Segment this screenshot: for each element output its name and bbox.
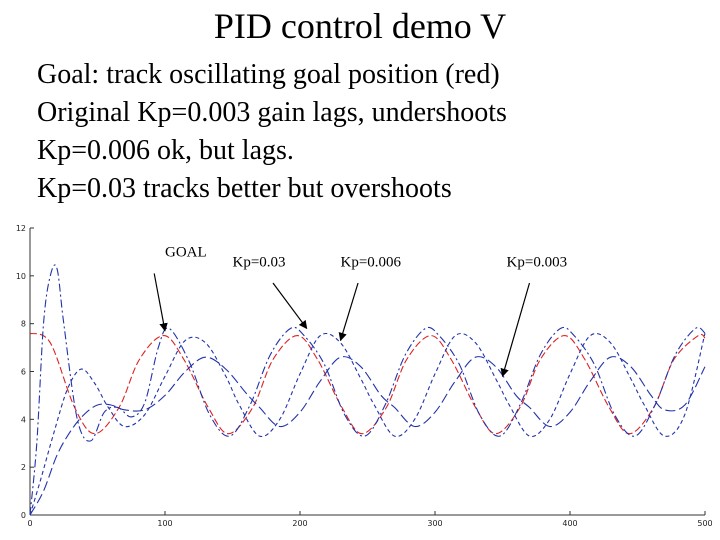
annotation-label-kp-0-003: Kp=0.003 — [507, 254, 568, 270]
annotation-arrow-kp-0-006 — [338, 282, 359, 342]
y-tick-label: 8 — [21, 320, 26, 329]
annotation-arrow-kp-0-03 — [272, 282, 308, 330]
y-tick-label: 12 — [16, 224, 26, 233]
bullet-list: Goal: track oscillating goal position (r… — [37, 56, 507, 208]
x-tick-label: 200 — [292, 519, 307, 528]
x-tick-label: 400 — [562, 519, 577, 528]
slide-title: PID control demo V — [213, 6, 507, 46]
y-tick-label: 4 — [21, 415, 26, 424]
bullet-goal: Goal: track oscillating goal position (r… — [37, 59, 500, 90]
x-tick-label: 0 — [27, 519, 32, 528]
series-kp-0-003-line — [29, 356, 706, 516]
annotation-arrow-kp-0-003 — [500, 282, 531, 378]
annotation-label-goal: GOAL — [165, 245, 207, 261]
series-kp-0-03-line — [29, 264, 706, 516]
x-tick-label: 100 — [157, 519, 172, 528]
series-goal-line — [29, 332, 706, 435]
x-tick-label: 500 — [697, 519, 712, 528]
bullet-kp-0006: Kp=0.006 ok, but lags. — [37, 135, 294, 166]
y-tick-label: 6 — [21, 368, 26, 377]
y-tick-label: 2 — [21, 463, 26, 472]
y-tick-label: 10 — [16, 272, 26, 281]
pid-response-chart: 0 100 200 300 400 500 0 2 4 6 8 10 12 GOAL Kp=0.03 Kp=… — [16, 224, 713, 528]
annotation-arrow-goal — [153, 273, 168, 332]
y-tick-label: 0 — [21, 511, 26, 520]
bullet-original-gain: Original Kp=0.003 gain lags, undershoots — [37, 97, 507, 128]
bullet-kp-003: Kp=0.03 tracks better but overshoots — [37, 173, 452, 204]
annotation-label-kp-0-03: Kp=0.03 — [233, 254, 286, 270]
x-tick-label: 300 — [427, 519, 442, 528]
series-kp-0-006-line — [29, 332, 706, 516]
annotation-label-kp-0-006: Kp=0.006 — [341, 254, 402, 270]
